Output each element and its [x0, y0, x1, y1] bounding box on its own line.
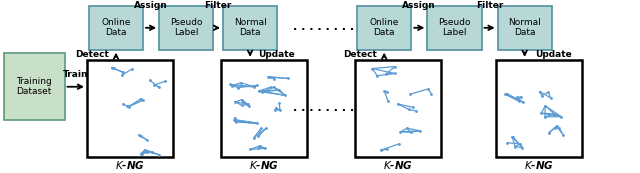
- FancyBboxPatch shape: [87, 60, 173, 157]
- Text: Pseudo
Label: Pseudo Label: [170, 18, 202, 38]
- FancyBboxPatch shape: [221, 60, 307, 157]
- FancyBboxPatch shape: [497, 6, 552, 50]
- Text: $\mathit{K}$-NG: $\mathit{K}$-NG: [383, 159, 413, 171]
- Text: Assign: Assign: [403, 1, 436, 10]
- Text: Update: Update: [535, 50, 572, 59]
- Text: Pseudo
Label: Pseudo Label: [438, 18, 470, 38]
- Text: $\mathit{K}$-NG: $\mathit{K}$-NG: [524, 159, 554, 171]
- Text: Filter: Filter: [204, 1, 232, 10]
- Text: Training
Dataset: Training Dataset: [17, 77, 52, 97]
- Text: . . . . . . . .: . . . . . . . .: [292, 22, 354, 32]
- Text: Online
Data: Online Data: [101, 18, 131, 38]
- FancyBboxPatch shape: [159, 6, 213, 50]
- Text: Normal
Data: Normal Data: [508, 18, 541, 38]
- FancyBboxPatch shape: [428, 6, 481, 50]
- Text: $\mathit{K}$-NG: $\mathit{K}$-NG: [115, 159, 145, 171]
- Text: Train: Train: [63, 70, 88, 79]
- FancyBboxPatch shape: [223, 6, 277, 50]
- Text: Detect: Detect: [343, 50, 377, 59]
- Text: Assign: Assign: [134, 1, 168, 10]
- FancyBboxPatch shape: [355, 60, 442, 157]
- Text: $\mathit{K}$-NG: $\mathit{K}$-NG: [249, 159, 279, 171]
- Text: Update: Update: [259, 50, 295, 59]
- FancyBboxPatch shape: [357, 6, 412, 50]
- Text: Filter: Filter: [476, 1, 503, 10]
- FancyBboxPatch shape: [495, 60, 582, 157]
- Text: Detect: Detect: [75, 50, 109, 59]
- FancyBboxPatch shape: [4, 53, 65, 120]
- Text: Online
Data: Online Data: [369, 18, 399, 38]
- Text: . . . . . . . .: . . . . . . . .: [292, 103, 354, 113]
- FancyBboxPatch shape: [89, 6, 143, 50]
- Text: Normal
Data: Normal Data: [234, 18, 266, 38]
